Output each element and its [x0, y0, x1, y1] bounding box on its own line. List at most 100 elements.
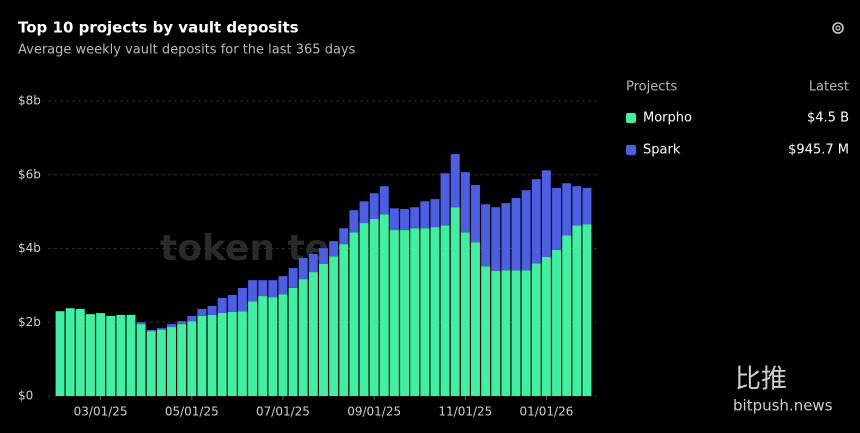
- bar-segment: [541, 170, 551, 257]
- bar-segment: [481, 204, 491, 267]
- gear-center[interactable]: [835, 25, 841, 31]
- bar-segment: [511, 270, 521, 396]
- bar-segment: [339, 244, 349, 396]
- bar-segment: [491, 270, 501, 396]
- gear[interactable]: [832, 22, 844, 34]
- bar-segment: [491, 207, 501, 271]
- bar-segment: [278, 294, 288, 396]
- bar-segment: [227, 311, 237, 396]
- bar-segment: [329, 241, 339, 257]
- bar-segment: [582, 188, 592, 225]
- bar-segment: [177, 321, 187, 325]
- bar-segment: [531, 179, 541, 264]
- bar-segment: [126, 314, 136, 396]
- bar-segment: [248, 301, 258, 396]
- bar-segment: [359, 223, 369, 396]
- x-tick-label: 05/01/25: [165, 405, 219, 419]
- watermark: bitpush.news: [733, 397, 833, 415]
- bar-segment: [136, 322, 146, 325]
- x-tick-label: 09/01/25: [347, 405, 401, 419]
- bar-segment: [460, 172, 470, 233]
- bar-segment: [501, 203, 511, 271]
- settings-icon[interactable]: [832, 22, 844, 34]
- bar-segment: [420, 201, 430, 229]
- bar-segment: [329, 256, 339, 396]
- bar-segment: [339, 228, 349, 245]
- bar-segment: [167, 324, 176, 328]
- bar-segment: [410, 228, 420, 396]
- y-tick-label: $8b: [18, 94, 41, 108]
- bar-segment: [116, 314, 126, 396]
- bar-segment: [440, 173, 450, 226]
- legend-value: $945.7 M: [788, 143, 849, 158]
- bar-segment: [450, 154, 460, 208]
- y-tick-label: $6b: [18, 167, 41, 181]
- bar-segment: [349, 210, 359, 233]
- bar-segment: [572, 225, 582, 396]
- watermark: 比推: [735, 365, 787, 395]
- bar-segment: [156, 329, 166, 396]
- bar-segment: [96, 313, 106, 396]
- bar-segment: [167, 327, 176, 396]
- bar-segment: [298, 279, 308, 396]
- bar-segment: [379, 186, 389, 215]
- chart-subtitle: Average weekly vault deposits for the la…: [18, 43, 356, 58]
- bar-segment: [552, 188, 562, 250]
- bar-segment: [349, 232, 359, 396]
- bar-segment: [420, 228, 430, 396]
- legend-label: Spark: [643, 143, 681, 158]
- bar-segment: [582, 224, 592, 396]
- bar-segment: [379, 214, 389, 396]
- bar-segment: [268, 297, 278, 396]
- bar-segment: [248, 280, 258, 302]
- legend-swatch: [626, 113, 636, 123]
- bar-segment: [268, 280, 278, 298]
- bar-segment: [106, 315, 116, 396]
- bar-segment: [369, 219, 379, 396]
- legend-title: Projects: [626, 80, 677, 95]
- bar-segment: [75, 308, 85, 396]
- bar-segment: [359, 201, 369, 224]
- bar-segment: [400, 230, 410, 396]
- legend-value-title: Latest: [809, 80, 849, 95]
- bar-segment: [217, 313, 227, 396]
- bar-segment: [146, 329, 156, 332]
- bar-segment: [187, 315, 197, 322]
- bar-segment: [521, 190, 531, 271]
- bar-segment: [288, 287, 298, 396]
- bar-segment: [481, 266, 491, 396]
- bar-segment: [258, 280, 268, 297]
- bar-segment: [501, 270, 511, 396]
- bar-segment: [430, 227, 440, 396]
- bar-segment: [197, 315, 207, 396]
- bar-segment: [460, 232, 470, 396]
- bar-segment: [207, 306, 217, 315]
- bar-segment: [471, 185, 480, 243]
- bar-segment: [572, 186, 582, 226]
- bar-segment: [471, 242, 480, 396]
- bar-segment: [85, 314, 95, 396]
- bar-segment: [65, 308, 75, 396]
- legend-swatch: [626, 145, 636, 155]
- bar-segment: [217, 297, 227, 314]
- bar-segment: [389, 230, 399, 396]
- bar-segment: [298, 258, 308, 280]
- bar-segment: [410, 207, 420, 229]
- bar-segment: [237, 287, 247, 312]
- bar-segment: [562, 235, 572, 396]
- bar-segment: [156, 328, 166, 330]
- bar-segment: [511, 197, 521, 271]
- bar-segment: [308, 272, 318, 396]
- bar-segment: [562, 183, 572, 236]
- bar-segment: [400, 209, 410, 231]
- bar-segment: [278, 276, 288, 295]
- bar-segment: [308, 254, 318, 273]
- bar-segment: [146, 331, 156, 396]
- bar-segment: [552, 249, 562, 396]
- chart-title: Top 10 projects by vault deposits: [18, 19, 299, 37]
- bar-segment: [55, 311, 65, 396]
- bar-segment: [450, 207, 460, 396]
- bar-segment: [369, 193, 379, 219]
